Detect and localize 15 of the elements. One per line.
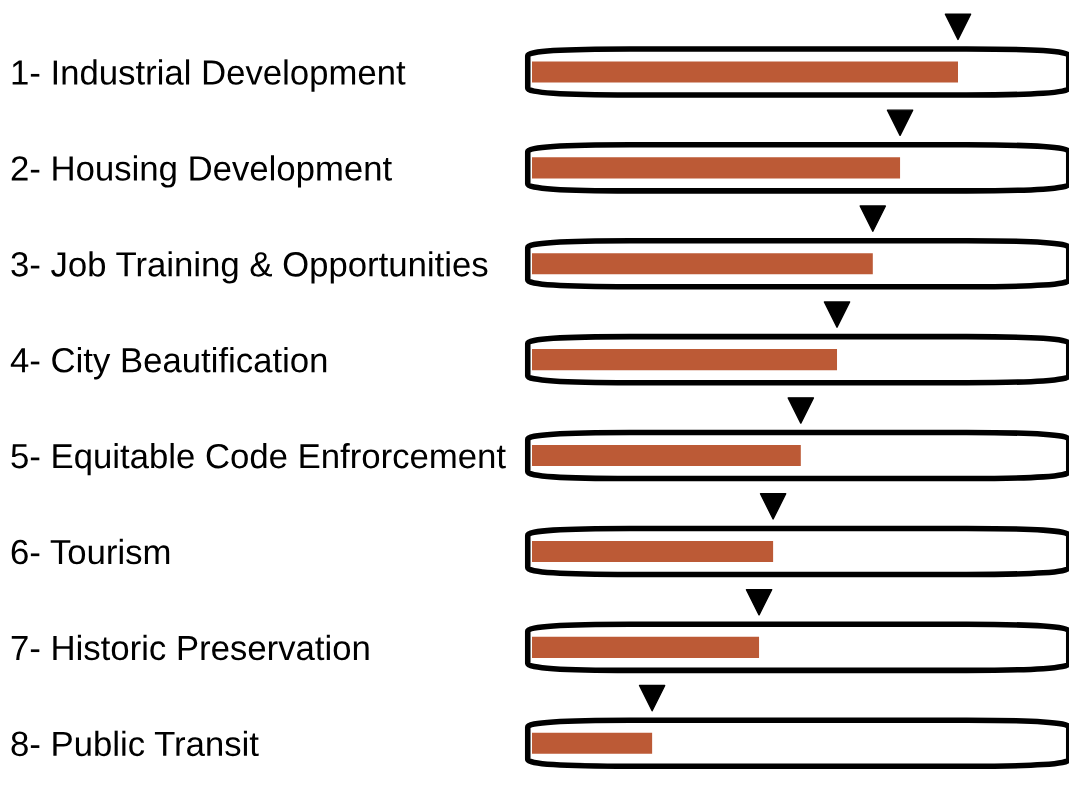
y-tick-label: 8- Public Transit <box>11 730 259 757</box>
bar <box>532 732 653 754</box>
y-tick-label: 2- Housing Development <box>11 155 392 188</box>
bar <box>532 540 774 562</box>
bar <box>532 157 901 179</box>
y-tick-label: 1- Industrial Development <box>12 59 406 92</box>
y-tick-label: 7- Historic Preservation <box>11 634 369 661</box>
y-tick-label: 3- Job Training & Opportunities <box>11 251 488 284</box>
bar <box>532 636 760 658</box>
bar <box>532 253 873 275</box>
y-tick-label: 6- Tourism <box>11 538 170 565</box>
y-tick-label: 4- City Beautification <box>10 347 327 380</box>
bar <box>532 444 801 467</box>
y-tick-label: 5- Equitable Code Enfrorcement <box>11 442 506 476</box>
bar <box>532 349 838 371</box>
